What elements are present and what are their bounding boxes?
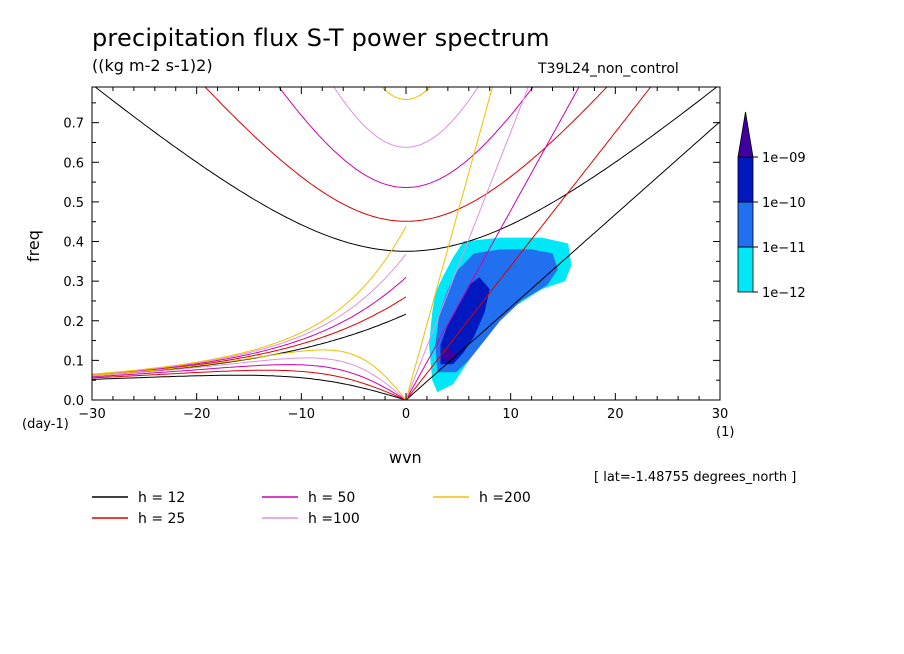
chart-units: ((kg m-2 s-1)2) (92, 56, 213, 75)
legend-label: h =100 (308, 511, 360, 527)
y-tick-label: 0.1 (63, 354, 84, 369)
colorbar-label: 1e−09 (762, 151, 806, 166)
curve-mixed_rossby_gravity-h25 (92, 296, 407, 376)
curve-mixed_rossby_gravity-h200 (92, 226, 407, 375)
legend-label: h =200 (479, 490, 531, 506)
colorbar-segment (737, 201, 754, 248)
legend-label: h = 25 (138, 511, 185, 527)
y-tick-label: 0.0 (63, 394, 84, 409)
y-tick-label: 0.4 (63, 236, 84, 251)
curve-kelvin-h25 (405, 87, 652, 400)
curve-inertia_gravity_n1-h50 (278, 87, 534, 188)
legend-item: h = 50 (262, 490, 355, 506)
curve-inertia_gravity_n1-h200 (381, 87, 431, 101)
colorbar-label: 1e−10 (762, 196, 806, 211)
x-axis-unit: (1) (716, 425, 735, 440)
x-tick-label: 10 (502, 407, 519, 422)
y-tick-label: 0.3 (63, 275, 84, 290)
x-axis-label: wvn (389, 448, 422, 467)
curve-equatorial_rossby_n1-h100 (92, 357, 407, 400)
legend: h = 12 h = 25 h = 50 h =100 h =200 (92, 490, 531, 527)
curve-inertia_gravity_n1-h25 (204, 87, 608, 222)
curve-inertia_gravity_n1-h12 (94, 87, 718, 252)
shaded-region-1e-09 (442, 348, 457, 361)
y-axis-unit: (day-1) (22, 417, 69, 432)
curve-kelvin-h200 (405, 87, 493, 400)
curve-kelvin-h100 (405, 87, 529, 400)
legend-label: h = 50 (308, 490, 355, 506)
legend-item: h = 12 (92, 490, 185, 506)
axis-tick-labels: −30 −20 −10 0 10 20 30 0.0 0.1 0.2 0.3 0.4 0.5 0.6 0.7 (63, 117, 728, 422)
plot-frame (91, 86, 721, 401)
curve-equatorial_rossby_n1-h200 (92, 349, 407, 400)
run-label: T39L24_non_control (538, 61, 679, 77)
curve-kelvin-h50 (405, 87, 580, 400)
latitude-note: [ lat=-1.48755 degrees_north ] (594, 470, 797, 485)
axis-ticks (91, 87, 721, 401)
y-tick-label: 0.2 (63, 315, 84, 330)
x-tick-label: 20 (607, 407, 624, 422)
x-tick-label: −10 (288, 407, 315, 422)
colorbar-segment (737, 156, 754, 203)
x-tick-label: −30 (78, 407, 105, 422)
legend-item: h =200 (433, 490, 531, 506)
chart-title: precipitation flux S-T power spectrum (92, 24, 550, 52)
shaded-region-1e-10 (440, 277, 490, 365)
colorbar: 1e−12 1e−11 1e−10 1e−09 (737, 111, 806, 301)
x-tick-label: −20 (183, 407, 210, 422)
y-tick-label: 0.6 (63, 156, 84, 171)
curve-equatorial_rossby_n1-h50 (92, 364, 407, 400)
x-tick-label: 30 (712, 407, 729, 422)
spectral-shading (429, 237, 572, 393)
legend-label: h = 12 (138, 490, 185, 506)
colorbar-extend-arrow (737, 111, 754, 158)
dispersion-curves (92, 87, 720, 400)
y-tick-label: 0.5 (63, 196, 84, 211)
colorbar-segment (737, 246, 754, 293)
colorbar-label: 1e−12 (762, 286, 806, 301)
x-tick-label: 0 (402, 407, 410, 422)
y-tick-label: 0.7 (63, 117, 84, 132)
curve-inertia_gravity_n1-h100 (333, 87, 479, 148)
legend-item: h =100 (262, 511, 360, 527)
curve-equatorial_rossby_n1-h25 (92, 369, 407, 400)
curve-equatorial_rossby_n1-h12 (92, 374, 407, 400)
colorbar-label: 1e−11 (762, 241, 806, 256)
curve-kelvin-h12 (405, 121, 720, 400)
legend-item: h = 25 (92, 511, 185, 527)
